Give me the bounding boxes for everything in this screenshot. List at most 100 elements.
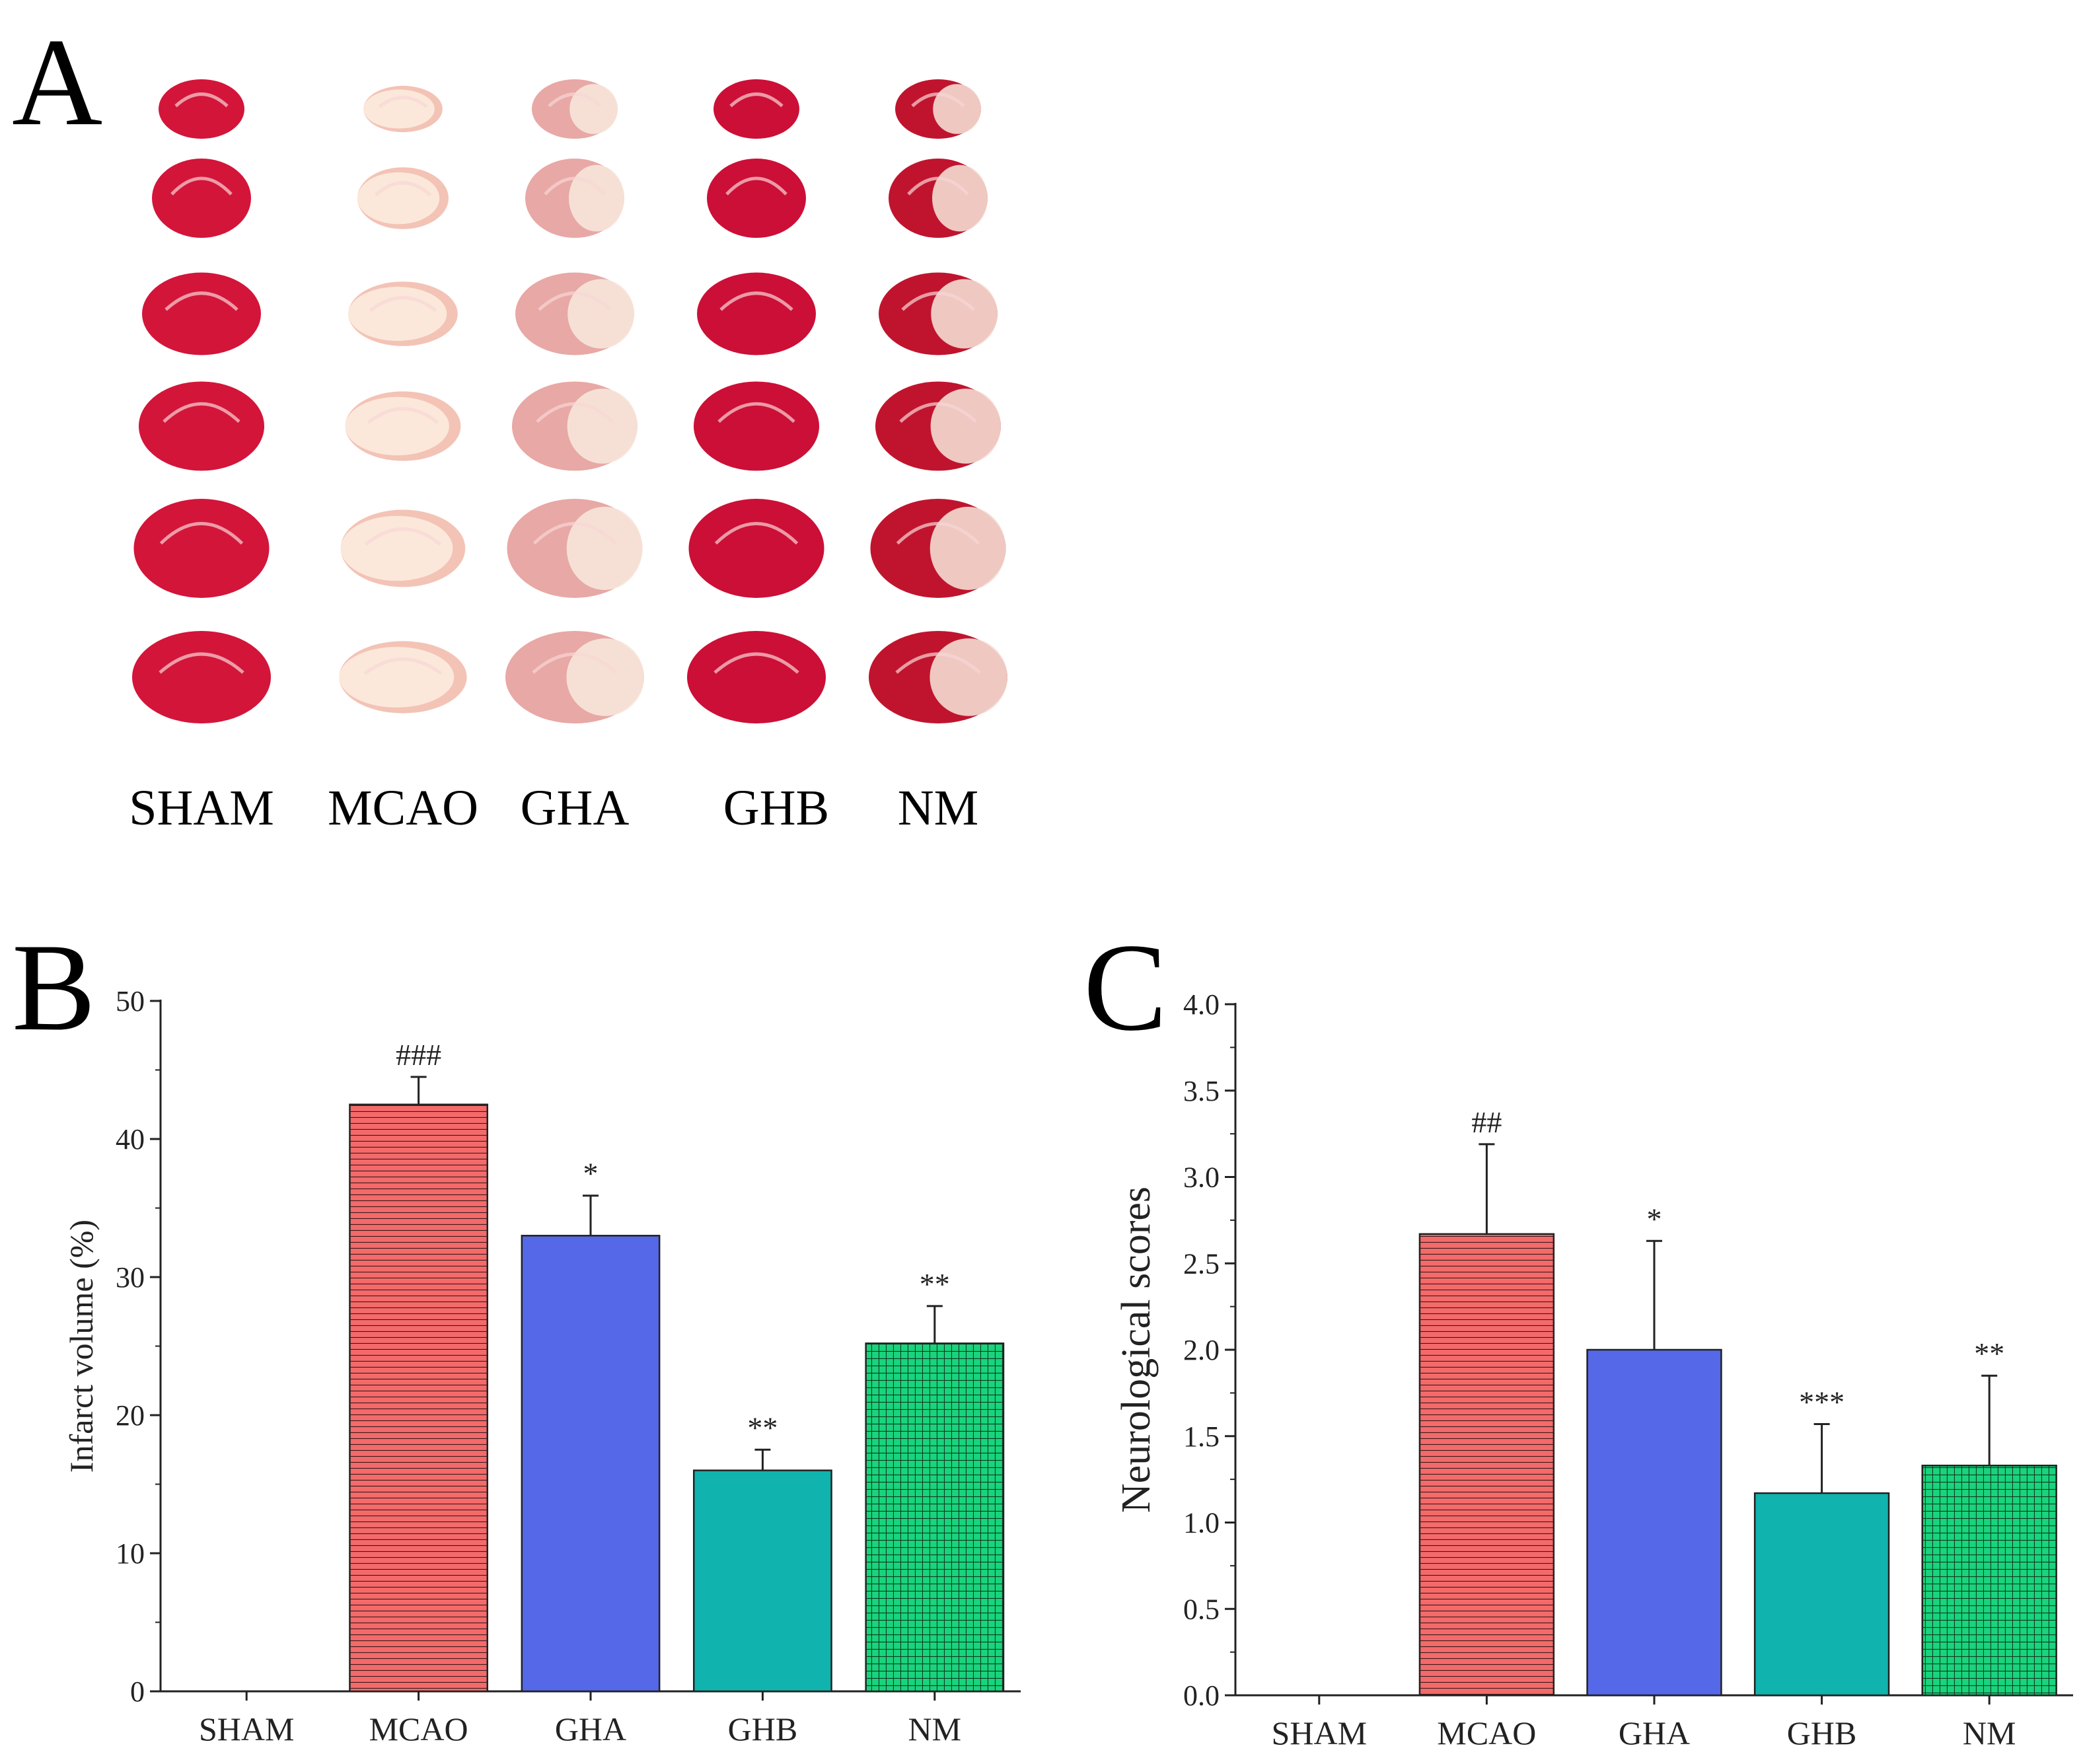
- group-label-gha: GHA: [520, 780, 630, 836]
- y-tick-label: 20: [116, 1399, 145, 1432]
- brain-lesion: [340, 515, 453, 581]
- y-tick-label: 30: [116, 1261, 145, 1294]
- brain-section-nm-3: [879, 272, 998, 355]
- brain-corpus-callosum: [170, 176, 233, 196]
- brain-section-sham-6: [132, 631, 271, 723]
- brain-section-tissue: [713, 79, 799, 139]
- significance-ghb: **: [747, 1411, 778, 1444]
- brain-corpus-callosum: [174, 92, 229, 108]
- brain-corpus-callosum: [159, 652, 244, 674]
- y-axis-label: Neurological scores: [1114, 1187, 1159, 1513]
- brain-corpus-callosum: [532, 652, 618, 674]
- brain-corpus-callosum: [729, 92, 784, 108]
- brain-section-tissue: [697, 272, 816, 355]
- brain-section-nm-2: [889, 159, 988, 238]
- y-axis-label: Infarct volume (%): [63, 1220, 100, 1473]
- y-tick-label: 0.5: [1183, 1593, 1220, 1625]
- brain-section-ghb-6: [687, 631, 826, 723]
- brain-section-tissue: [133, 499, 270, 598]
- brain-corpus-callosum: [899, 402, 977, 423]
- x-tick-label-gha: GHA: [555, 1710, 626, 1747]
- brain-corpus-callosum: [369, 296, 437, 312]
- brain-section-gha-6: [505, 631, 644, 723]
- brain-corpus-callosum: [367, 407, 439, 424]
- brain-corpus-callosum: [374, 181, 432, 197]
- brain-section-nm-6: [869, 631, 1007, 723]
- brain-section-mcao-1: [363, 85, 443, 133]
- y-tick-label: 2.0: [1183, 1334, 1220, 1366]
- y-tick-label: 40: [116, 1123, 145, 1156]
- brain-section-tissue: [159, 79, 244, 139]
- brain-lesion: [339, 647, 455, 708]
- brain-section-gha-1: [532, 79, 618, 139]
- brain-corpus-callosum: [538, 291, 612, 311]
- brain-lesion: [930, 638, 1007, 716]
- brain-corpus-callosum: [536, 402, 614, 423]
- significance-ghb: ***: [1799, 1385, 1845, 1418]
- brain-section-mcao-5: [340, 509, 466, 587]
- brain-section-ghb-2: [707, 159, 806, 238]
- group-label-mcao: MCAO: [327, 780, 479, 836]
- x-tick-label-nm: NM: [1963, 1714, 2016, 1751]
- brain-section-gha-4: [512, 381, 638, 471]
- panel-a-letter: A: [12, 13, 103, 152]
- bar-gha: [521, 1235, 661, 1693]
- brain-corpus-callosum: [714, 522, 799, 545]
- brain-corpus-callosum: [548, 92, 602, 108]
- brain-corpus-callosum: [719, 291, 793, 311]
- brain-lesion: [567, 388, 638, 464]
- brain-section-mcao-2: [357, 167, 449, 229]
- brain-section-sham-3: [142, 272, 261, 355]
- group-label-ghb: GHB: [723, 780, 830, 836]
- brain-corpus-callosum: [159, 522, 244, 545]
- y-tick-label: 50: [116, 985, 145, 1017]
- brain-section-sham-2: [152, 159, 251, 238]
- significance-gha: *: [1647, 1202, 1662, 1235]
- brain-section-tissue: [132, 631, 271, 723]
- brain-lesion: [566, 638, 644, 716]
- bar-gha: [1586, 1348, 1722, 1697]
- brain-section-ghb-4: [694, 381, 819, 471]
- x-tick-label-ghb: GHB: [1787, 1714, 1857, 1751]
- brain-section-tissue: [688, 499, 824, 598]
- brain-section-mcao-6: [339, 641, 467, 714]
- brain-corpus-callosum: [713, 652, 799, 674]
- brain-corpus-callosum: [364, 527, 442, 546]
- bar-nm: [1921, 1464, 2057, 1697]
- significance-nm: **: [1974, 1337, 2004, 1370]
- brain-lesion: [567, 279, 634, 349]
- brain-corpus-callosum: [901, 291, 975, 311]
- brain-section-photo-grid: [132, 79, 1007, 723]
- x-tick-label-sham: SHAM: [199, 1710, 294, 1747]
- group-label-nm: NM: [897, 780, 979, 836]
- brain-section-tissue: [139, 381, 264, 471]
- brain-lesion: [345, 396, 449, 456]
- brain-lesion: [931, 279, 998, 349]
- brain-lesion: [930, 507, 1006, 590]
- brain-section-tissue: [142, 272, 261, 355]
- y-tick-label: 10: [116, 1537, 145, 1570]
- brain-corpus-callosum: [907, 176, 969, 196]
- x-tick-label-sham: SHAM: [1272, 1714, 1367, 1751]
- brain-corpus-callosum: [378, 95, 428, 108]
- x-tick-label-nm: NM: [908, 1710, 962, 1747]
- brain-section-ghb-1: [713, 79, 799, 139]
- brain-section-gha-5: [507, 499, 643, 598]
- y-tick-label: 0.0: [1183, 1679, 1220, 1712]
- brain-section-nm-5: [870, 499, 1006, 598]
- brain-section-nm-1: [895, 79, 981, 139]
- bar-mcao: [349, 1103, 489, 1693]
- brain-corpus-callosum: [532, 522, 617, 545]
- brain-section-sham-1: [159, 79, 244, 139]
- brain-section-mcao-4: [345, 391, 461, 461]
- x-tick-label-mcao: MCAO: [1437, 1714, 1536, 1751]
- brain-section-nm-4: [875, 381, 1002, 471]
- brain-section-ghb-5: [688, 499, 824, 598]
- bar-mcao: [1418, 1233, 1555, 1697]
- significance-mcao: ###: [396, 1038, 441, 1072]
- brain-section-tissue: [707, 159, 806, 238]
- y-tick-label: 4.0: [1183, 988, 1220, 1021]
- brain-section-sham-5: [133, 499, 270, 598]
